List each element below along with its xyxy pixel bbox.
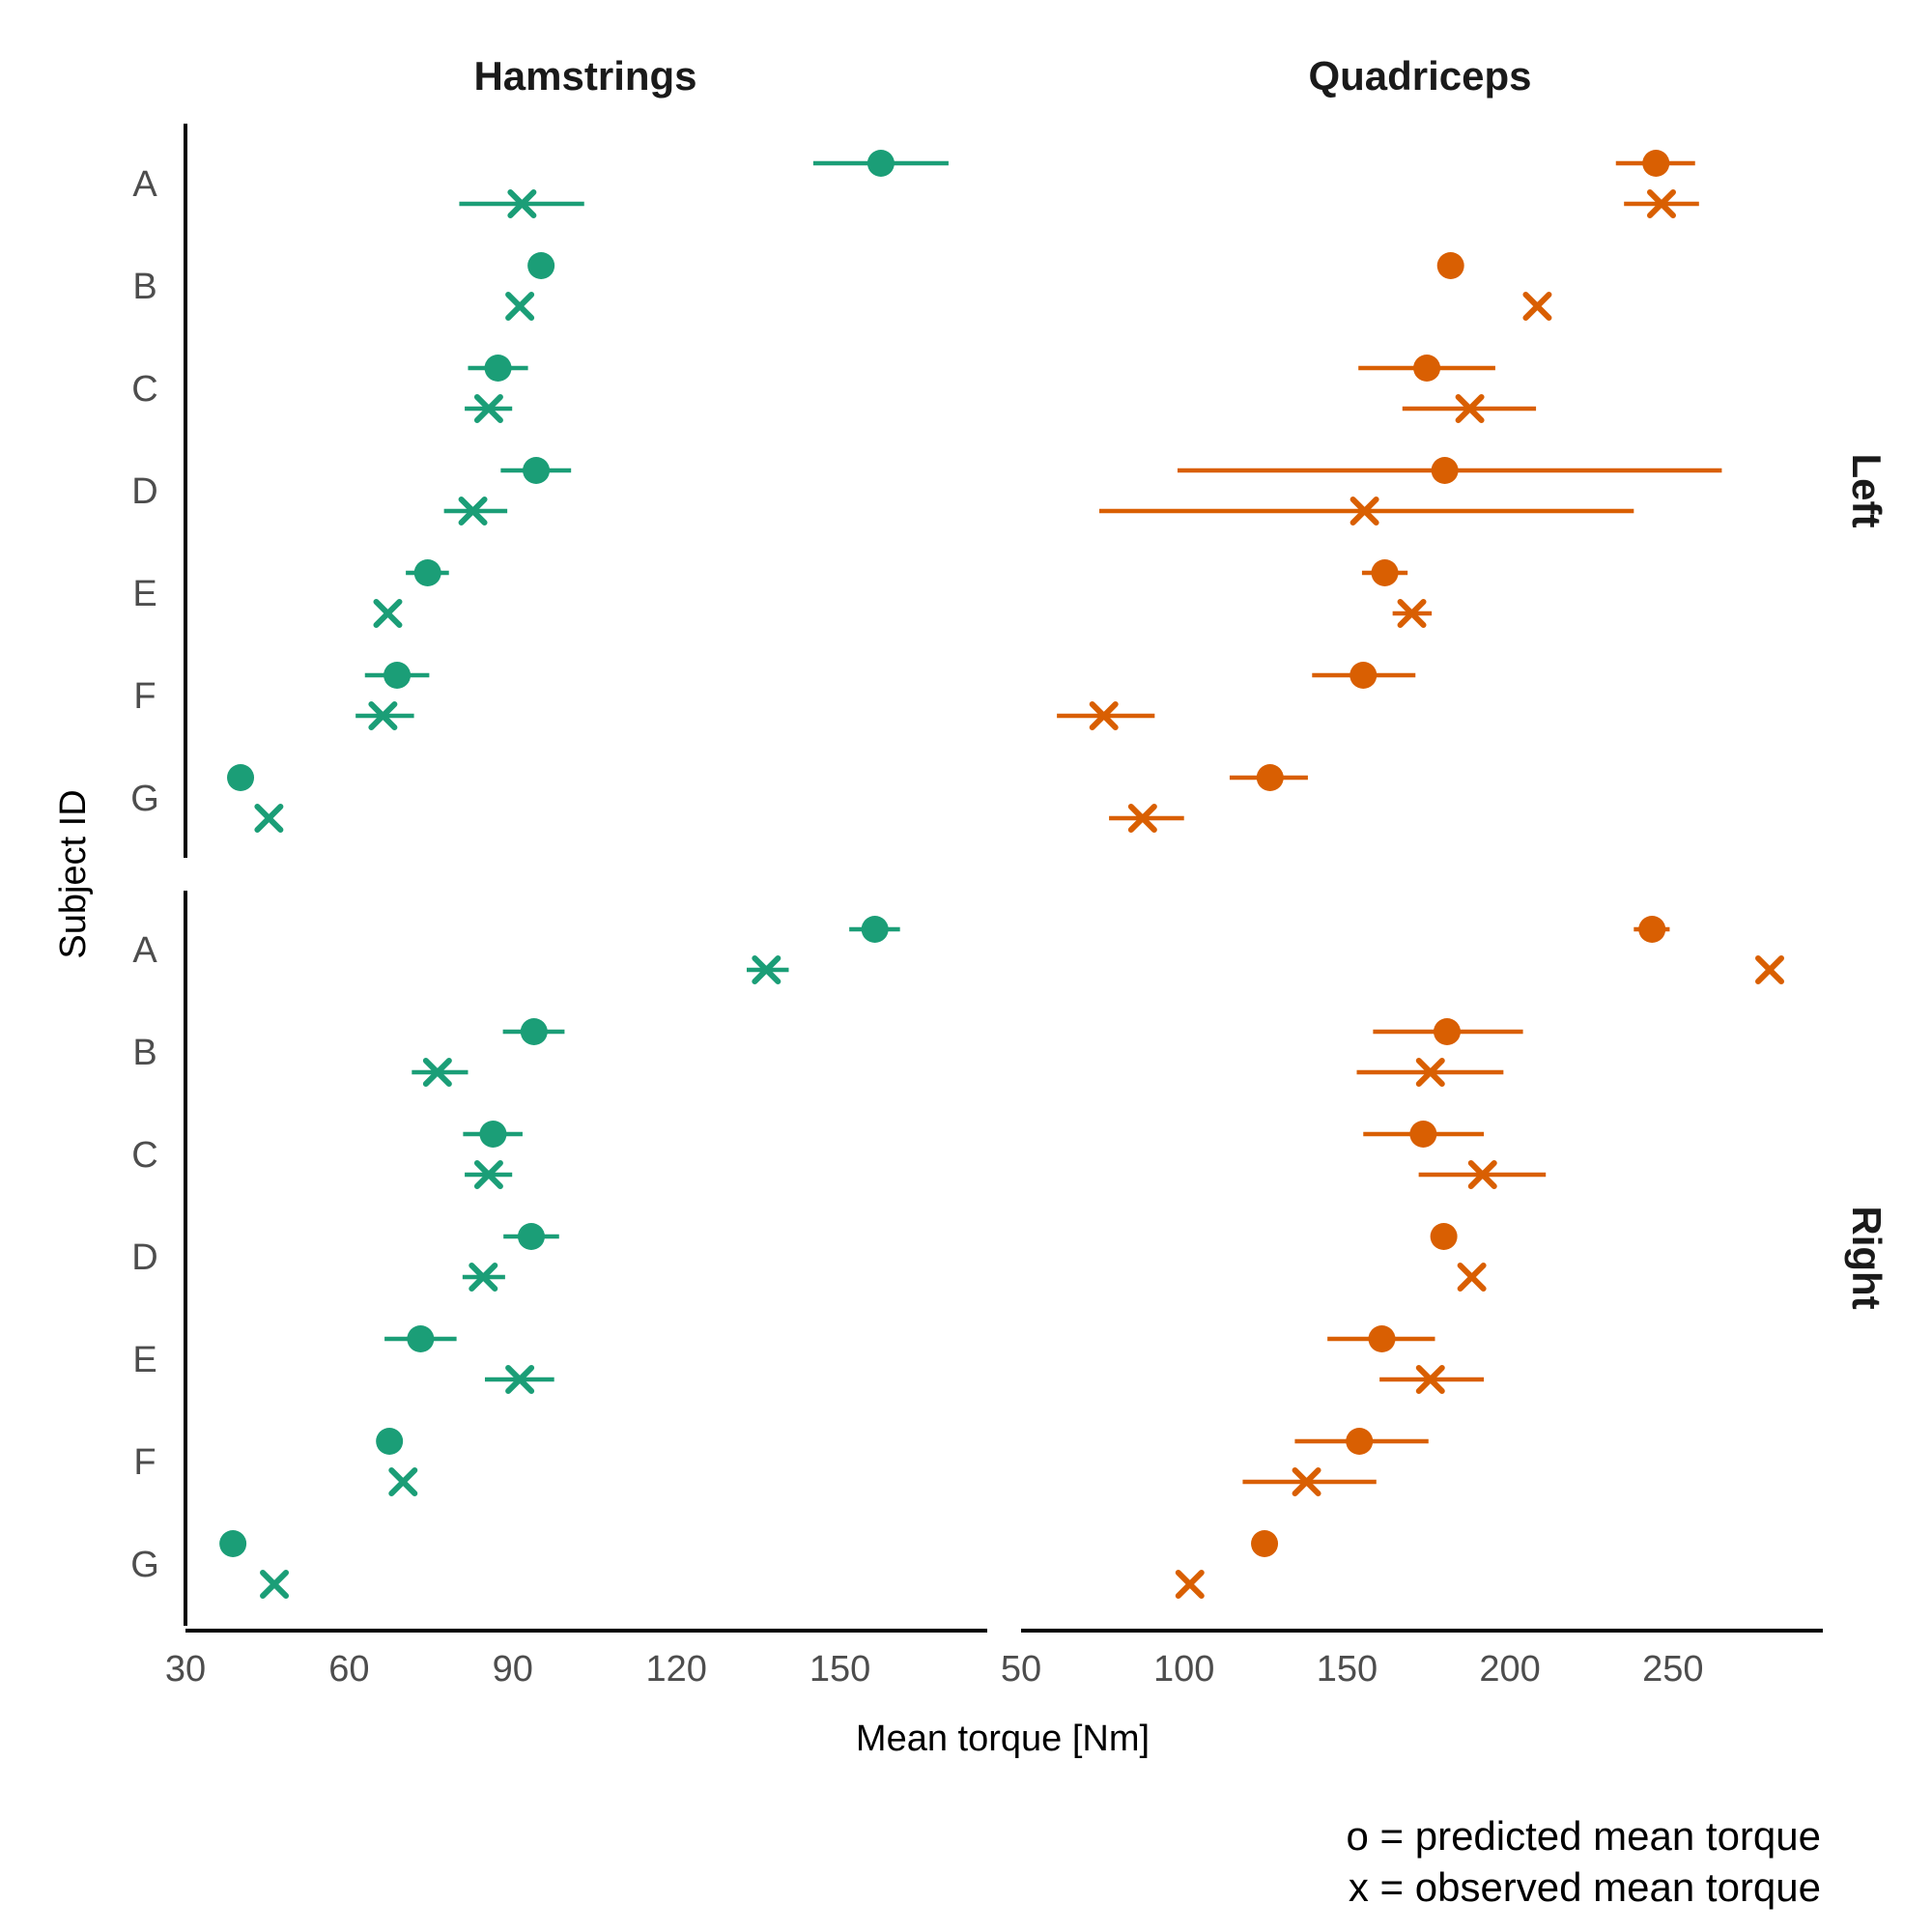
observed-point (1415, 1058, 1445, 1087)
x-tick-label: 250 (1642, 1649, 1703, 1690)
y-tick-label: E (132, 574, 156, 614)
observed-point (1522, 292, 1552, 321)
predicted-point (1256, 764, 1284, 791)
observed-point (1415, 1365, 1445, 1394)
observed-point (752, 955, 781, 984)
axes-layer: A B C D E F G A B C D E F G 30 60 90 120 150 50 100 150 200 250 (130, 124, 1823, 1690)
observed-point (473, 394, 503, 423)
predicted-point (1638, 916, 1666, 943)
panel-left-quadriceps (1057, 150, 1722, 833)
y-tick-label: B (132, 267, 156, 307)
panel-left-hamstrings (227, 150, 949, 833)
observed-point (1292, 1467, 1321, 1496)
marks-layer (219, 150, 1784, 1599)
y-tick-label: A (132, 164, 157, 205)
y-tick-label: E (132, 1340, 156, 1380)
y-tick-label: A (132, 930, 157, 971)
predicted-point (407, 1325, 435, 1352)
x-tick-label: 100 (1153, 1649, 1214, 1690)
predicted-point (1350, 662, 1378, 689)
observed-point (1127, 804, 1157, 833)
facet-row-label-right: Right (1844, 1206, 1889, 1309)
observed-point (368, 701, 398, 730)
y-tick-label: G (130, 1545, 159, 1585)
predicted-point (376, 1428, 404, 1455)
predicted-point (1433, 1018, 1461, 1045)
x-tick-label: 30 (165, 1649, 206, 1690)
observed-point (388, 1467, 418, 1496)
y-axis-title: Subject ID (53, 789, 94, 958)
predicted-point (1642, 150, 1670, 177)
x-tick-label: 120 (645, 1649, 706, 1690)
x-tick-label: 60 (328, 1649, 369, 1690)
legend-note-observed: x = observed mean torque (1349, 1864, 1821, 1910)
predicted-point (384, 662, 412, 689)
observed-point (1755, 955, 1784, 984)
x-tick-label: 150 (810, 1649, 870, 1690)
facet-row-label-left: Left (1844, 454, 1889, 528)
observed-point (1646, 189, 1676, 218)
facet-title-hamstrings: Hamstrings (473, 53, 696, 99)
observed-point (373, 599, 403, 628)
y-tick-label: D (131, 471, 157, 512)
x-tick-label: 50 (1001, 1649, 1041, 1690)
observed-point (1455, 394, 1485, 423)
observed-point (507, 189, 537, 218)
x-tick-label: 90 (493, 1649, 533, 1690)
x-tick-label: 200 (1479, 1649, 1540, 1690)
predicted-point (861, 916, 889, 943)
observed-point (505, 1365, 535, 1394)
predicted-point (1346, 1428, 1374, 1455)
observed-point (422, 1058, 452, 1087)
x-tick-label: 150 (1317, 1649, 1378, 1690)
predicted-point (1431, 457, 1459, 484)
predicted-point (1409, 1121, 1437, 1148)
x-axis-title: Mean torque [Nm] (856, 1719, 1150, 1759)
predicted-point (227, 764, 255, 791)
observed-point (1467, 1160, 1497, 1189)
predicted-point (1251, 1530, 1279, 1557)
y-tick-label: G (130, 779, 159, 819)
predicted-point (413, 559, 441, 586)
y-tick-label: B (132, 1033, 156, 1073)
observed-point (1350, 497, 1379, 526)
legend-note-predicted: o = predicted mean torque (1347, 1813, 1822, 1859)
predicted-point (484, 355, 512, 382)
observed-point (1457, 1263, 1487, 1292)
observed-point (469, 1263, 498, 1292)
predicted-point (1430, 1223, 1458, 1250)
predicted-point (523, 457, 551, 484)
panel-right-quadriceps (1175, 916, 1784, 1599)
observed-point (1397, 599, 1427, 628)
predicted-point (1413, 355, 1441, 382)
observed-point (260, 1570, 290, 1599)
predicted-point (517, 1223, 545, 1250)
observed-point (458, 497, 488, 526)
y-tick-label: C (131, 1135, 157, 1176)
predicted-point (479, 1121, 507, 1148)
observed-point (1089, 701, 1119, 730)
observed-point (254, 804, 284, 833)
predicted-point (1371, 559, 1399, 586)
predicted-point (219, 1530, 247, 1557)
observed-point (1175, 1570, 1205, 1599)
panel-right-hamstrings (219, 916, 900, 1599)
observed-point (473, 1160, 503, 1189)
y-tick-label: F (133, 676, 156, 717)
predicted-point (1368, 1325, 1396, 1352)
predicted-point (520, 1018, 548, 1045)
facet-title-quadriceps: Quadriceps (1308, 53, 1531, 99)
y-tick-label: F (133, 1442, 156, 1483)
y-tick-label: D (131, 1237, 157, 1278)
observed-point (505, 292, 535, 321)
y-tick-label: C (131, 369, 157, 410)
predicted-point (1436, 252, 1464, 279)
predicted-point (867, 150, 895, 177)
predicted-point (527, 252, 555, 279)
